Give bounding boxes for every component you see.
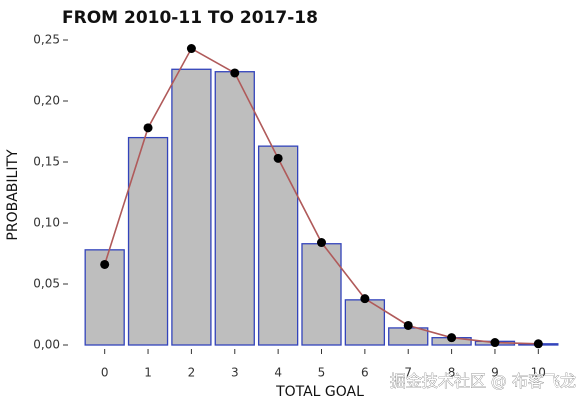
x-tick-label: 10 (531, 366, 546, 380)
y-tick-label: 0,25 (33, 33, 60, 47)
point (533, 339, 543, 349)
x-tick-label: 8 (448, 366, 456, 380)
y-tick-label: 0,05 (33, 277, 60, 291)
x-tick-label: 3 (231, 366, 239, 380)
x-tick-label: 9 (491, 366, 499, 380)
point (230, 68, 240, 78)
x-tick-label: 6 (361, 366, 369, 380)
y-axis-label: PROBABILITY (5, 149, 21, 241)
point (317, 238, 326, 248)
bar (214, 71, 255, 346)
point (143, 123, 153, 133)
x-tick-label: 7 (404, 366, 412, 380)
y-tick-label: 0,20 (33, 94, 60, 108)
point (403, 320, 413, 330)
point (273, 153, 283, 163)
x-tick-label: 0 (101, 366, 109, 380)
x-tick-label: 5 (318, 366, 326, 380)
y-tick-label: 0,10 (33, 216, 60, 230)
bar (171, 68, 212, 346)
point (490, 338, 500, 348)
watermark: 掘金技术社区 @ 布客飞龙 (390, 372, 576, 391)
y-tick-label: 0,00 (33, 338, 60, 352)
point (186, 44, 196, 54)
x-tick-label: 4 (274, 366, 282, 380)
point (100, 259, 110, 269)
x-tick-label: 1 (144, 366, 152, 380)
y-tick-label: 0,15 (33, 155, 60, 169)
bar (388, 327, 429, 346)
point (360, 294, 370, 304)
x-axis-label: TOTAL GOAL (275, 384, 364, 400)
bar (127, 136, 169, 346)
bar (257, 145, 299, 346)
chart-title: FROM 2010-11 TO 2017-18 (62, 8, 318, 28)
x-tick-label: 2 (188, 366, 196, 380)
point (447, 333, 457, 343)
